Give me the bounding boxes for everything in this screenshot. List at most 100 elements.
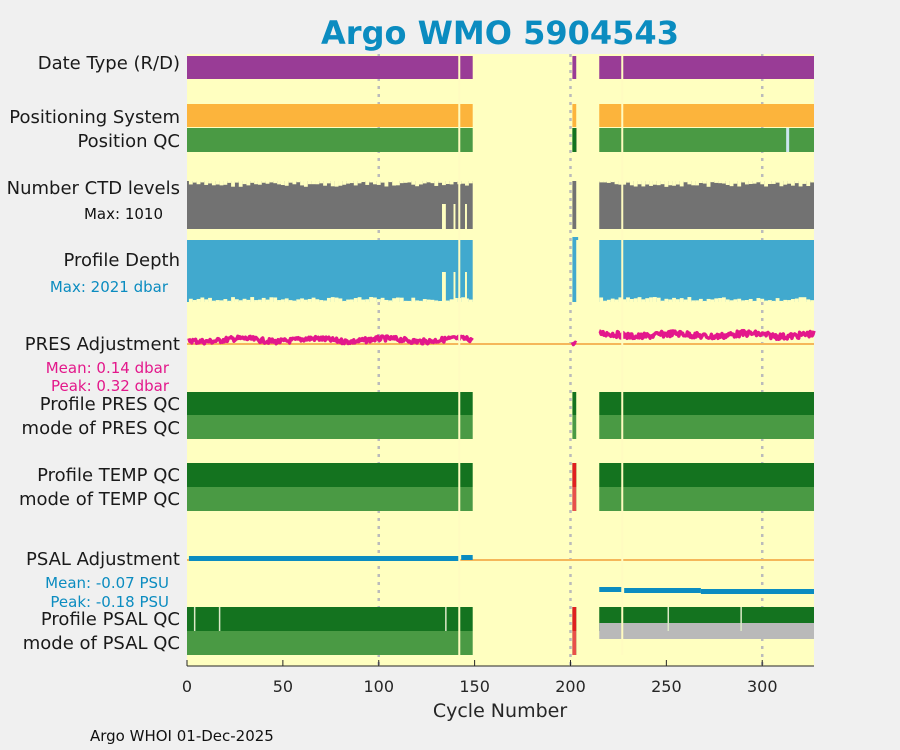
ctd-levels-notch xyxy=(303,181,308,187)
ctd-levels-notch xyxy=(468,181,473,184)
profile-psal-qc-band xyxy=(187,607,473,631)
profile-depth-notch xyxy=(675,299,680,302)
profile-depth-notch xyxy=(426,299,431,302)
profile-depth-notch xyxy=(284,298,289,302)
ctd-levels-notch xyxy=(810,181,814,183)
ctd-levels-notch xyxy=(319,181,324,184)
ctd-levels-notch xyxy=(353,181,358,186)
profile-depth-notch xyxy=(626,297,630,302)
ctd-levels-notch xyxy=(419,181,423,185)
profile-depth-notch xyxy=(702,300,707,302)
profile-depth-notch xyxy=(741,300,745,302)
ctd-levels-notch xyxy=(280,181,285,186)
mode-temp-qc-band xyxy=(187,487,473,511)
ctd-levels-notch xyxy=(369,181,373,183)
profile-depth-notch xyxy=(695,300,699,302)
profile-depth-notch xyxy=(468,299,473,302)
ctd-levels-notch xyxy=(426,181,431,183)
profile-depth-notch xyxy=(691,300,696,302)
ctd-levels-notch xyxy=(330,181,335,187)
ctd-levels-notch xyxy=(725,181,730,185)
psal-adjustment-series xyxy=(188,556,460,561)
ctd-levels-notch xyxy=(365,181,370,185)
profile-depth-notch xyxy=(806,299,811,302)
ctd-levels-notch xyxy=(706,181,711,187)
profile-depth-notch xyxy=(430,299,435,302)
ctd-levels-notch xyxy=(392,181,396,186)
ctd-levels-notch xyxy=(422,181,427,184)
ctd-levels-notch xyxy=(211,181,216,186)
profile-depth-notch xyxy=(664,298,669,302)
ctd-levels-notch xyxy=(465,181,469,186)
profile-depth-notch xyxy=(288,300,293,302)
profile-depth-notch xyxy=(622,299,627,302)
ctd-levels-notch xyxy=(311,181,316,185)
profile-depth-notch xyxy=(342,300,347,302)
profile-depth-notch xyxy=(330,297,335,302)
ctd-levels-notch xyxy=(296,181,301,183)
ctd-levels-notch xyxy=(396,181,400,186)
ctd-levels-notch xyxy=(603,181,607,183)
profile-depth-notch xyxy=(434,300,439,302)
ctd-levels-notch xyxy=(438,181,443,183)
positioning-label: Positioning System xyxy=(9,107,180,128)
profile-depth-notch xyxy=(710,299,715,302)
ctd-levels-notch xyxy=(384,181,389,187)
profile-depth-notch xyxy=(273,297,278,302)
profile-depth-notch xyxy=(794,298,799,302)
profile-depth-notch xyxy=(303,299,308,302)
profile-depth-gap xyxy=(442,272,446,302)
ctd-levels-notch xyxy=(372,181,377,185)
profile-depth-notch xyxy=(254,300,258,302)
profile-depth-label: Profile Depth xyxy=(63,250,180,271)
ctd-levels-notch xyxy=(292,181,297,185)
ctd-levels-notch xyxy=(238,181,243,187)
psal-qc-thin-mark xyxy=(193,607,196,631)
psal-qc-thin-mark xyxy=(667,607,670,631)
profile-depth-notch xyxy=(384,299,389,302)
date-type-band xyxy=(572,56,577,79)
profile-depth-notch xyxy=(403,300,408,302)
profile-depth-notch xyxy=(698,298,703,302)
profile-depth-notch xyxy=(748,298,753,302)
profile-pres-qc-band xyxy=(572,392,577,415)
ctd-levels-notch xyxy=(668,181,673,186)
profile-depth-notch xyxy=(204,299,209,302)
profile-depth-notch xyxy=(718,298,722,302)
profile-depth-notch xyxy=(227,300,232,302)
pres-adjustment-mean: Mean: 0.14 dbar xyxy=(46,359,170,377)
pres-adjustment-series xyxy=(570,340,578,347)
ctd-levels-gap xyxy=(465,204,467,229)
profile-depth-notch xyxy=(445,300,450,302)
date-type-band xyxy=(599,56,814,79)
ctd-levels-notch xyxy=(342,181,347,185)
profile-depth-notch xyxy=(461,297,466,302)
profile-depth-notch xyxy=(369,297,373,302)
ctd-levels-label: Number CTD levels xyxy=(7,178,180,199)
x-tick-label: 250 xyxy=(651,677,682,696)
ctd-levels-notch xyxy=(764,181,768,187)
ctd-levels-notch xyxy=(461,181,466,184)
profile-depth-notch xyxy=(380,297,385,302)
profile-depth-notch xyxy=(280,299,285,302)
profile-depth-notch xyxy=(346,299,350,302)
gap-cycle-line xyxy=(458,56,461,655)
ctd-levels-notch xyxy=(806,181,811,187)
ctd-levels-notch xyxy=(622,181,627,185)
ctd-levels-notch xyxy=(449,181,454,185)
ctd-levels-notch xyxy=(346,181,350,184)
ctd-levels-notch xyxy=(652,181,657,185)
ctd-levels-notch xyxy=(307,181,312,185)
ctd-levels-notch xyxy=(775,181,780,183)
ctd-levels-notch xyxy=(445,181,450,185)
ctd-levels-notch xyxy=(771,181,776,184)
profile-depth-notch xyxy=(637,297,642,302)
profile-depth-notch xyxy=(388,300,393,302)
psal-qc-thin-mark xyxy=(218,607,221,631)
profile-depth-notch xyxy=(652,297,657,302)
ctd-levels-notch xyxy=(729,181,734,187)
profile-depth-notch xyxy=(610,298,615,302)
positioning-band xyxy=(187,104,473,127)
ctd-levels-notch xyxy=(626,181,630,183)
